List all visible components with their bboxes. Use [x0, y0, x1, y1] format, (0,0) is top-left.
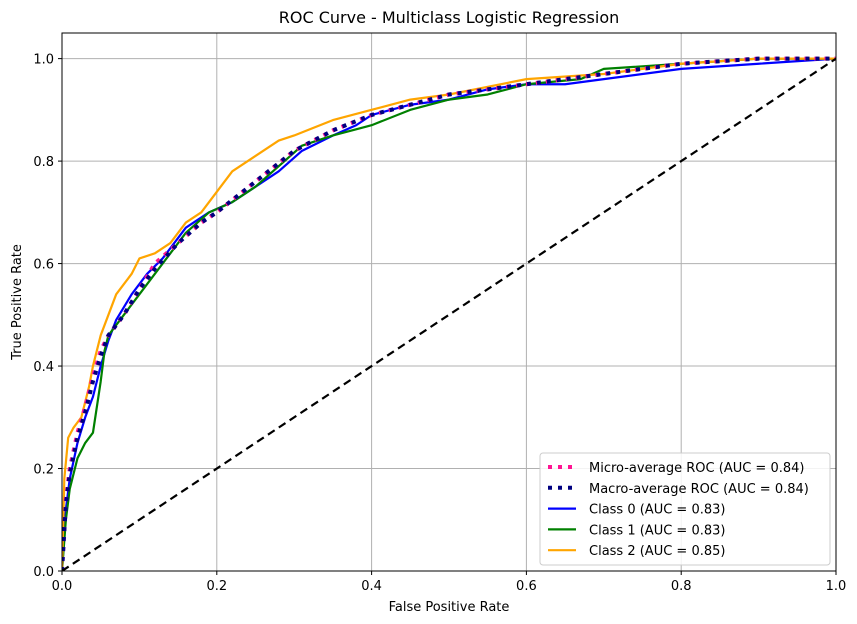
- legend: Micro-average ROC (AUC = 0.84) Macro-aver…: [539, 452, 831, 566]
- legend-label-2: Class 0 (AUC = 0.83): [589, 503, 725, 518]
- legend-box: [539, 452, 831, 566]
- x-tick-label: 1.0: [826, 579, 847, 594]
- legend-label-4: Class 2 (AUC = 0.85): [589, 544, 725, 559]
- x-tick-label: 0.6: [516, 579, 537, 594]
- y-tick-label: 0.0: [33, 565, 54, 580]
- series-line-0: [62, 56, 836, 571]
- y-axis-label: True Positive Rate: [10, 244, 25, 361]
- y-tick-label: 1.0: [33, 53, 54, 68]
- x-tick-label: 0.8: [671, 579, 692, 594]
- plot-frame: [61, 32, 837, 572]
- x-tick-label: 0.0: [52, 579, 73, 594]
- chance-diagonal-line: [62, 57, 836, 571]
- x-tick-label: 0.2: [206, 579, 227, 594]
- y-tick-label: 0.2: [33, 463, 54, 478]
- x-axis-label: False Positive Rate: [389, 600, 510, 615]
- y-tick-label: 0.6: [33, 258, 54, 273]
- plot-lines: [62, 56, 836, 571]
- chart-title: ROC Curve - Multiclass Logistic Regressi…: [279, 8, 620, 27]
- legend-label-3: Class 1 (AUC = 0.83): [589, 523, 725, 538]
- x-tick-label: 0.4: [361, 579, 382, 594]
- axis-ticks: 0.0 0.2 0.4 0.6 0.8 1.0 0.0 0.2 0.4 0.6 0.8 1.0: [33, 53, 846, 594]
- legend-label-0: Micro-average ROC (AUC = 0.84): [589, 461, 804, 476]
- legend-label-1: Macro-average ROC (AUC = 0.84): [589, 482, 809, 497]
- y-tick-label: 0.8: [33, 155, 54, 170]
- y-tick-label: 0.4: [33, 360, 54, 375]
- series-line-1: [62, 56, 836, 571]
